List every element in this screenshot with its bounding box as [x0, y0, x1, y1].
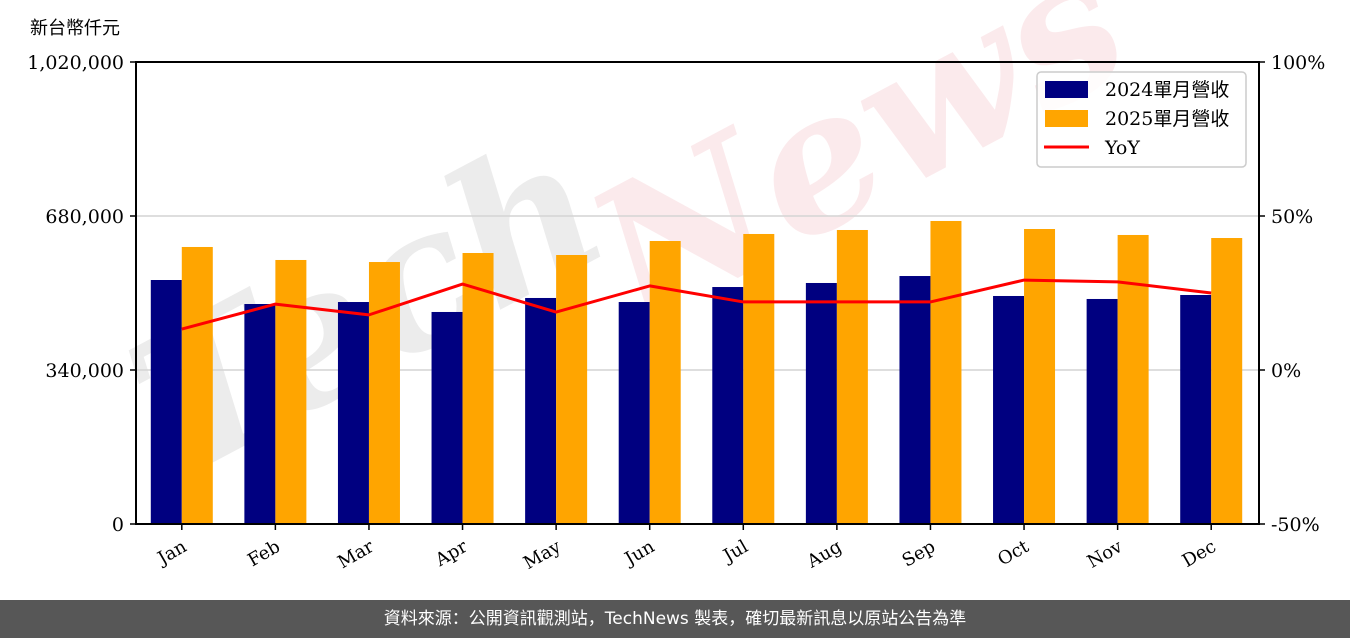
gridlines	[136, 215, 1259, 371]
right-tick-label: 0%	[1271, 360, 1301, 382]
bar-2024-aug	[805, 282, 837, 524]
bars-group	[150, 220, 1243, 525]
x-tick-label-jun: Jun	[620, 536, 659, 571]
right-tick-label: 100%	[1271, 52, 1325, 74]
bar-2024-mar	[337, 302, 369, 524]
bar-2024-apr	[431, 311, 463, 524]
bar-2024-feb	[244, 304, 276, 524]
legend: 2024單月營收 2025單月營收 YoY	[1036, 71, 1247, 168]
bar-2024-may	[525, 297, 557, 524]
right-tick-label: -50%	[1271, 514, 1320, 536]
bar-2024-jul	[712, 287, 744, 524]
bar-2025-oct	[1024, 228, 1056, 525]
bar-2025-feb	[275, 259, 307, 524]
left-tick-label: 680,000	[45, 206, 124, 228]
x-tick-label-mar: Mar	[334, 536, 378, 573]
source-footer: 資料來源：公開資訊觀測站，TechNews 製表，確切最新訊息以原站公告為準	[0, 600, 1350, 638]
bar-2024-dec	[1180, 294, 1212, 524]
bar-2024-oct	[993, 295, 1025, 524]
bar-2025-jun	[649, 241, 681, 524]
legend-label: 2025單月營收	[1105, 108, 1229, 130]
bar-2025-dec	[1211, 238, 1243, 524]
x-tick-label-nov: Nov	[1084, 536, 1127, 573]
bar-2025-aug	[836, 229, 868, 524]
yoy-line	[181, 278, 1212, 331]
legend-swatch	[1045, 81, 1088, 98]
bar-2025-mar	[368, 262, 400, 524]
bar-2024-sep	[899, 276, 931, 524]
bar-line-chart: TechNews 新台幣仟元0340,000680,0001,020,000-5…	[27, 0, 1325, 574]
x-tick-label-oct: Oct	[994, 536, 1033, 571]
legend-label: YoY	[1104, 137, 1140, 159]
bar-2025-jan	[181, 246, 213, 524]
chart-area: TechNews 新台幣仟元0340,000680,0001,020,000-5…	[27, 0, 1325, 574]
x-tick-label-apr: Apr	[431, 536, 471, 571]
bar-2024-jun	[618, 302, 650, 524]
bar-2025-may	[556, 254, 588, 524]
bar-2024-nov	[1086, 298, 1118, 524]
right-tick-label: 50%	[1271, 206, 1313, 228]
left-tick-label: 340,000	[45, 360, 124, 382]
yoy-line-group	[181, 278, 1212, 331]
plot-frame	[135, 61, 1260, 525]
bar-2025-apr	[462, 253, 494, 524]
legend-swatch	[1045, 110, 1088, 127]
bar-2025-jul	[743, 233, 775, 525]
left-tick-label: 0	[112, 514, 124, 536]
left-tick-label: 1,020,000	[27, 52, 124, 74]
x-tick-label-dec: Dec	[1179, 536, 1220, 572]
legend-label: 2024單月營收	[1105, 79, 1229, 101]
x-tick-label-sep: Sep	[899, 536, 939, 571]
y-axis-unit-label: 新台幣仟元	[30, 18, 120, 39]
x-tick-label-may: May	[520, 536, 565, 574]
bar-2025-sep	[930, 220, 962, 524]
x-tick-label-jan: Jan	[152, 536, 190, 570]
x-tick-label-aug: Aug	[803, 536, 846, 573]
legend-box	[1036, 71, 1247, 168]
x-tick-label-jul: Jul	[718, 536, 752, 568]
x-tick-label-feb: Feb	[244, 536, 284, 571]
bar-2025-nov	[1117, 234, 1149, 524]
bar-2024-jan	[150, 280, 182, 524]
